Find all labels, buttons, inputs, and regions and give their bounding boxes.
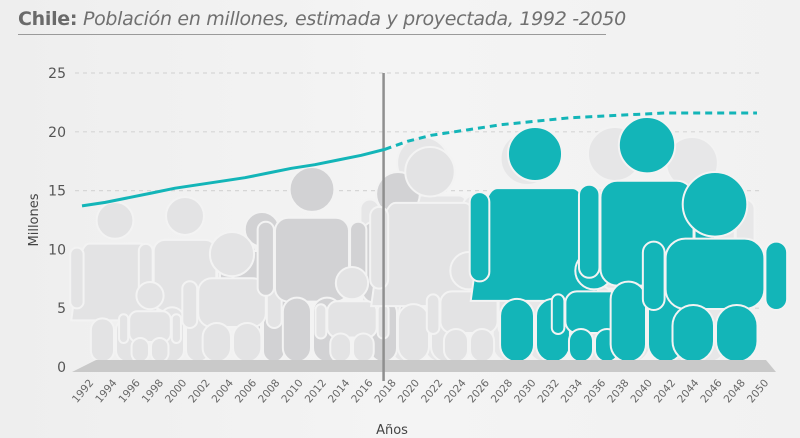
x-tick-label: 1998 <box>140 377 166 405</box>
chart-title-country: Chile: <box>18 8 78 30</box>
x-tick-label: 2048 <box>722 377 748 405</box>
population-lines <box>81 111 758 208</box>
x-tick-label: 1994 <box>93 377 120 405</box>
x-tick-label: 2046 <box>698 377 725 405</box>
x-tick-label: 2040 <box>629 377 655 405</box>
x-tick-label: 2030 <box>512 377 538 405</box>
child-figure-icon <box>641 171 789 363</box>
x-tick-label: 2024 <box>442 377 469 405</box>
y-tick-label: 5 <box>57 301 66 317</box>
x-tick-label: 2026 <box>466 377 493 405</box>
family-pictograms <box>69 116 789 364</box>
x-tick-label: 2006 <box>233 377 260 405</box>
x-tick-label: 1992 <box>70 377 96 405</box>
y-axis-label: Millones <box>27 193 42 246</box>
x-tick-label: 1996 <box>116 377 143 405</box>
x-tick-label: 2000 <box>163 377 189 405</box>
x-tick-label: 2042 <box>652 377 678 405</box>
y-tick-label: 0 <box>57 360 66 376</box>
y-tick-label: 10 <box>48 242 66 258</box>
chart-title: Chile: Población en millones, estimada y… <box>18 8 626 30</box>
x-tick-label: 2004 <box>210 377 237 405</box>
y-axis-ticks: 0 5 10 15 20 25 <box>48 66 66 376</box>
x-tick-label: 2034 <box>559 377 586 405</box>
chart-title-description: Población en millones, estimada y proyec… <box>82 8 626 30</box>
y-tick-label: 25 <box>48 66 66 82</box>
x-tick-label: 2008 <box>256 377 282 405</box>
x-axis-label: Años <box>376 423 408 438</box>
x-tick-label: 2012 <box>303 377 329 405</box>
x-tick-label: 2010 <box>279 377 305 405</box>
man-figure-icon <box>256 166 368 364</box>
x-tick-label: 2038 <box>605 377 631 405</box>
x-tick-label: 2044 <box>675 377 702 405</box>
x-tick-label: 2050 <box>745 377 771 405</box>
x-tick-label: 2018 <box>373 377 399 405</box>
x-axis-ticks: 1992199419961998200020022004200620082010… <box>70 377 771 405</box>
y-tick-label: 20 <box>48 125 66 141</box>
series-line-estimada <box>81 147 385 208</box>
x-tick-label: 2014 <box>326 377 353 405</box>
series-line-proyectada <box>384 111 757 151</box>
x-tick-label: 2020 <box>396 377 422 405</box>
x-tick-label: 2036 <box>582 377 609 405</box>
title-underline <box>18 34 606 35</box>
x-tick-label: 2002 <box>186 377 212 405</box>
x-tick-label: 2032 <box>535 377 561 405</box>
floor-platform <box>72 360 776 372</box>
y-tick-label: 15 <box>48 184 66 200</box>
x-tick-label: 2022 <box>419 377 445 405</box>
x-tick-label: 2016 <box>349 377 376 405</box>
child-figure-icon <box>118 281 182 363</box>
x-tick-label: 2028 <box>489 377 515 405</box>
